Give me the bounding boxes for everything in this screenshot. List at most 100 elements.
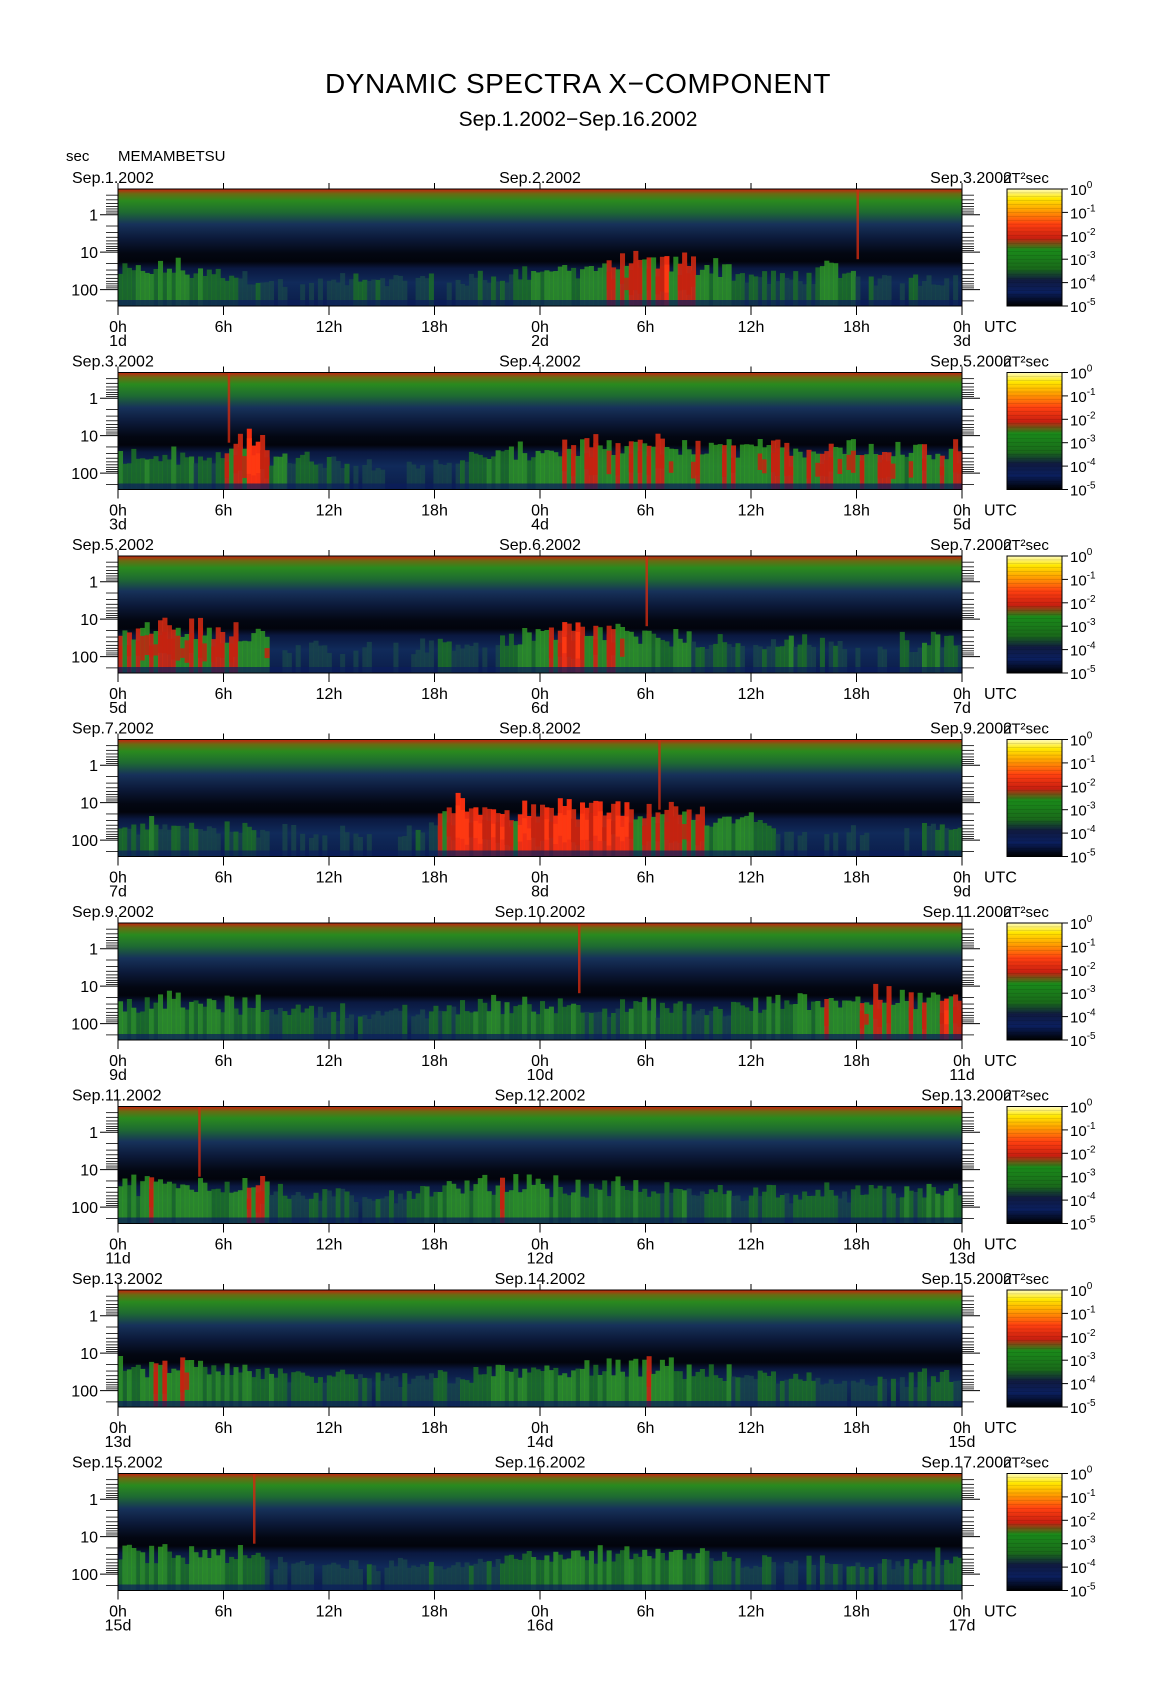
activity-column — [868, 1185, 874, 1224]
activity-hotspot — [553, 823, 559, 845]
activity-column — [500, 1563, 506, 1591]
panel-floor — [118, 1401, 962, 1407]
activity-column — [673, 1550, 679, 1591]
activity-column — [158, 829, 164, 857]
activity-hotspot — [771, 452, 777, 473]
activity-column — [144, 829, 150, 857]
activity-hotspot — [877, 462, 883, 479]
activity-column — [517, 644, 523, 673]
activity-hotspot — [175, 635, 181, 661]
activity-column — [913, 1563, 919, 1591]
activity-hotspot — [655, 449, 661, 469]
activity-column — [300, 1012, 306, 1040]
activity-column — [531, 1367, 537, 1407]
activity-column — [562, 1193, 568, 1224]
activity-column — [220, 1192, 226, 1224]
activity-hotspot — [784, 451, 790, 476]
activity-hotspot — [682, 263, 688, 290]
activity-column — [153, 824, 159, 857]
activity-column — [522, 628, 528, 673]
activity-column — [753, 645, 759, 673]
panel-end-date: Sep.7.2002 — [930, 537, 1012, 554]
activity-column — [584, 1012, 590, 1040]
activity-column — [317, 645, 323, 673]
activity-column — [118, 451, 124, 490]
activity-column — [708, 1558, 714, 1591]
activity-column — [566, 1005, 572, 1040]
activity-column — [793, 1373, 799, 1407]
activity-column — [198, 1557, 204, 1591]
activity-column — [739, 1201, 745, 1224]
activity-column — [309, 282, 315, 306]
activity-column — [140, 823, 146, 857]
activity-column — [184, 1564, 190, 1591]
x-tick-label: 0h — [531, 319, 549, 336]
x-tick-label: 12h — [316, 1237, 343, 1254]
utc-label: UTC — [984, 1237, 1017, 1254]
activity-column — [375, 1571, 381, 1591]
activity-column — [806, 1372, 812, 1407]
activity-hotspot — [624, 816, 630, 837]
activity-column — [904, 1386, 910, 1407]
activity-column — [953, 645, 959, 673]
colorbar — [1006, 739, 1063, 857]
activity-column — [304, 1199, 310, 1224]
activity-column — [291, 1195, 297, 1224]
activity-column — [415, 1193, 421, 1224]
activity-column — [233, 1367, 239, 1407]
activity-column — [464, 1380, 470, 1407]
activity-column — [455, 1377, 461, 1407]
activity-column — [171, 1368, 177, 1407]
activity-hotspot — [628, 822, 634, 839]
y-tick-label: 1 — [89, 758, 98, 775]
y-tick-label: 10 — [80, 979, 98, 996]
activity-column — [442, 811, 448, 857]
activity-column — [304, 1008, 310, 1040]
colorbar-tick-label: 100 — [1070, 364, 1093, 383]
x-tick-label: 0h — [953, 319, 971, 336]
activity-column — [779, 1380, 785, 1407]
activity-column — [904, 456, 910, 490]
activity-hotspot — [593, 443, 599, 475]
activity-column — [131, 1367, 137, 1407]
activity-column — [659, 1553, 665, 1591]
activity-column — [815, 1189, 821, 1224]
x-tick-label: 18h — [843, 503, 870, 520]
activity-column — [797, 993, 803, 1040]
panel-mid-date: Sep.8.2002 — [499, 721, 581, 738]
activity-column — [908, 1568, 914, 1591]
activity-column — [366, 834, 372, 857]
activity-column — [815, 1377, 821, 1407]
activity-column — [775, 646, 781, 673]
activity-column — [646, 1010, 652, 1040]
activity-column — [286, 1198, 292, 1224]
activity-hotspot — [886, 461, 892, 477]
activity-column — [162, 1008, 168, 1040]
activity-column — [184, 1185, 190, 1224]
colorbar-unit: nT²sec — [1003, 904, 1049, 921]
x-tick-label: 0h — [531, 503, 549, 520]
activity-column — [748, 1195, 754, 1224]
activity-hotspot — [242, 456, 248, 478]
activity-column — [424, 652, 430, 673]
activity-column — [393, 1566, 399, 1591]
activity-column — [242, 640, 248, 673]
activity-column — [215, 1371, 221, 1407]
activity-hotspot — [957, 1010, 963, 1027]
activity-column — [309, 1376, 315, 1407]
activity-column — [562, 265, 568, 306]
activity-column — [890, 1193, 896, 1224]
activity-column — [406, 1191, 412, 1224]
activity-column — [282, 1562, 288, 1591]
activity-column — [126, 1369, 132, 1407]
activity-column — [944, 828, 950, 857]
activity-column — [206, 1190, 212, 1224]
activity-column — [166, 1551, 172, 1591]
y-tick-label: 10 — [80, 1163, 98, 1180]
activity-column — [611, 1561, 617, 1591]
panel-start-date: Sep.1.2002 — [72, 170, 154, 187]
activity-column — [224, 1181, 230, 1224]
activity-column — [779, 1008, 785, 1040]
activity-hotspot — [162, 1369, 168, 1394]
activity-column — [686, 449, 692, 490]
